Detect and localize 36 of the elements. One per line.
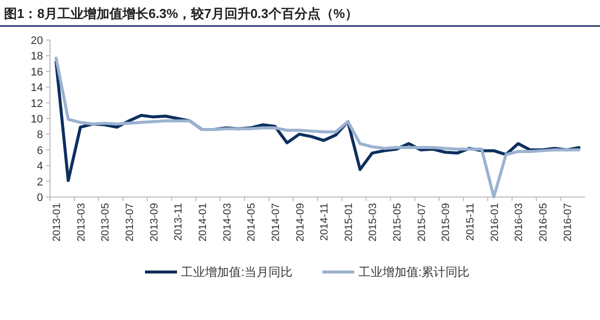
- x-tick-label: 2014-05: [246, 202, 258, 242]
- legend-label: 工业增加值:当月同比: [181, 265, 292, 279]
- y-tick-label: 12: [30, 98, 43, 110]
- y-tick-label: 0: [36, 192, 43, 204]
- x-tick-label: 2013-11: [172, 202, 185, 241]
- x-tick-label: 2016-01: [488, 202, 501, 242]
- y-tick-label: 4: [36, 160, 43, 173]
- legend-label: 工业增加值:累计同比: [358, 265, 470, 279]
- x-tick-label: 2014-11: [318, 202, 331, 241]
- y-tick-label: 8: [36, 129, 43, 142]
- x-tick-label: 2014-03: [221, 202, 234, 242]
- x-tick-label: 2013-05: [100, 202, 112, 242]
- y-tick-label: 16: [30, 66, 43, 78]
- y-tick-label: 14: [30, 82, 43, 94]
- y-tick-label: 2: [36, 176, 43, 188]
- x-tick-label: 2015-03: [367, 202, 380, 242]
- x-tick-label: 2016-07: [562, 202, 574, 242]
- x-tick-label: 2013-01: [51, 202, 64, 242]
- x-tick-label: 2016-05: [537, 202, 550, 242]
- x-tick-label: 2015-11: [464, 202, 476, 241]
- y-tick-label: 10: [30, 114, 43, 126]
- x-tick-label: 2014-07: [270, 202, 282, 242]
- x-tick-label: 2016-03: [513, 202, 526, 242]
- y-tick-label: 20: [30, 35, 43, 47]
- x-tick-label: 2015-07: [416, 202, 428, 242]
- x-tick-label: 2013-09: [148, 202, 160, 242]
- x-tick-label: 2013-07: [124, 202, 136, 242]
- x-tick-label: 2013-03: [75, 202, 88, 242]
- title: 图1：8月工业增加值增长6.3%，较7月回升0.3个百分点（%）: [4, 6, 358, 21]
- y-tick-label: 6: [36, 144, 43, 157]
- x-tick-label: 2015-01: [342, 202, 355, 242]
- y-tick-label: 18: [30, 50, 43, 63]
- x-tick-label: 2014-09: [294, 202, 306, 242]
- x-tick-label: 2015-05: [392, 202, 404, 242]
- x-tick-label: 2014-01: [196, 202, 209, 242]
- x-tick-label: 2015-09: [440, 202, 452, 242]
